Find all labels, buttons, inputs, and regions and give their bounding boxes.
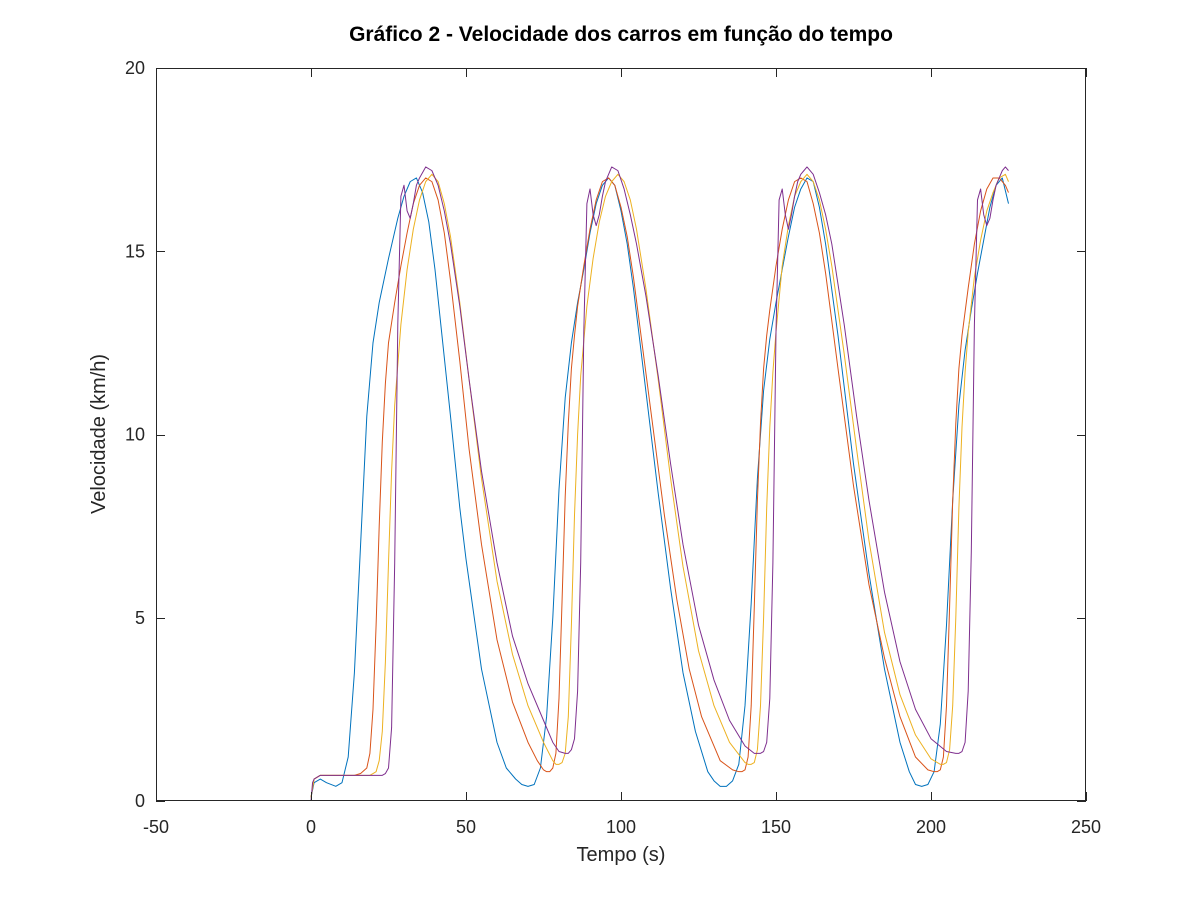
x-tick-label: 200 [916,817,946,837]
y-axis-label: Velocidade (km/h) [88,354,110,514]
y-tick-label: 15 [125,241,145,261]
x-tick-label: 50 [456,817,476,837]
y-tick-label: 10 [125,425,145,445]
series-line-1 [310,177,1009,798]
y-tick-label: 5 [135,608,145,628]
x-tick-label: -50 [143,817,169,837]
series-line-2 [310,177,1009,798]
series-line-4 [310,166,1009,802]
y-tick-label: 0 [135,791,145,811]
x-tick-label: 150 [761,817,791,837]
x-tick-labels: -50 0 50 100 150 200 250 [143,817,1101,837]
plot-area [156,68,1086,801]
y-tick-label: 20 [125,58,145,78]
series-line-3 [310,173,1009,798]
y-tick-labels: 0 5 10 15 20 [125,58,145,811]
chart-title: Gráfico 2 - Velocidade dos carros em fun… [349,23,893,46]
axes-layer [156,68,1087,802]
x-tick-label: 0 [306,817,316,837]
x-axis-label: Tempo (s) [577,844,666,866]
x-tick-label: 100 [606,817,636,837]
x-tick-label: 250 [1071,817,1101,837]
series-layer [310,166,1009,802]
